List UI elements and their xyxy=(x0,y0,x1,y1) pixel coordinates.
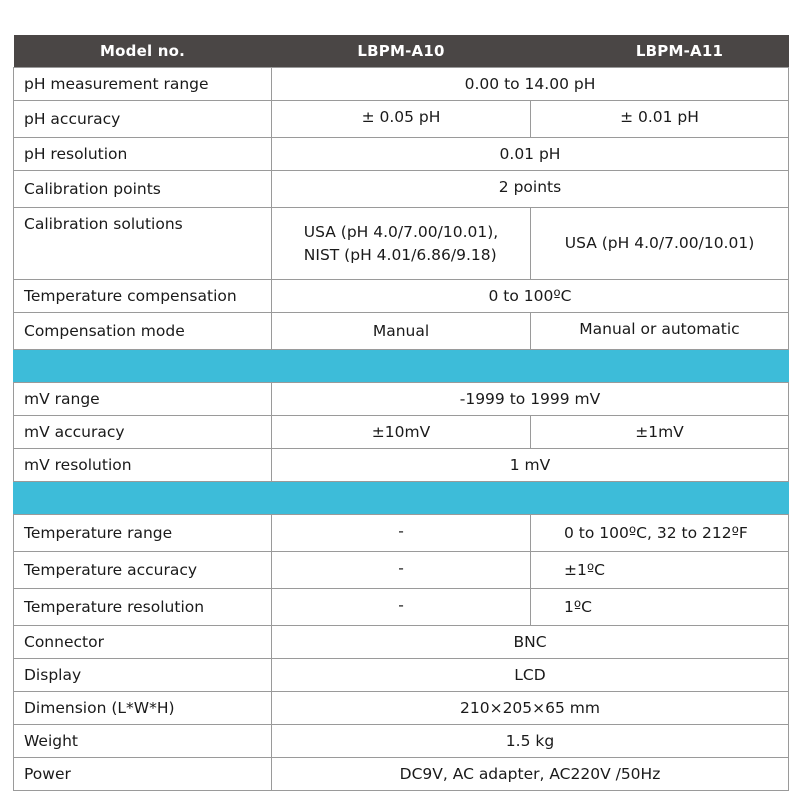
table-row: mV range -1999 to 1999 mV xyxy=(13,382,789,416)
table-row: Calibration points 2 points xyxy=(13,170,789,208)
row-value-a11: 0 to 100ºC, 32 to 212ºF xyxy=(530,514,789,552)
row-value-a10: ±10mV xyxy=(271,415,531,449)
row-value-a11: ±1mV xyxy=(530,415,789,449)
row-value: BNC xyxy=(271,625,789,659)
row-value-a10: ± 0.05 pH xyxy=(271,100,531,138)
section-band-cell xyxy=(13,349,789,383)
row-value-a10: - xyxy=(271,588,531,626)
row-label: mV accuracy xyxy=(13,415,272,449)
table-row: Dimension (L*W*H) 210×205×65 mm xyxy=(13,691,789,725)
row-label: Temperature range xyxy=(13,514,272,552)
calibration-solutions-a10-text: USA (pH 4.0/7.00/10.01), NIST (pH 4.01/6… xyxy=(303,223,499,264)
row-label: Temperature accuracy xyxy=(13,551,272,589)
row-label: Calibration points xyxy=(13,170,272,208)
section-divider-band xyxy=(13,481,789,515)
row-value: 0 to 100ºC xyxy=(271,279,789,313)
table-row: Power DC9V, AC adapter, AC220V /50Hz xyxy=(13,757,789,791)
row-label: pH accuracy xyxy=(13,100,272,138)
row-value: 2 points xyxy=(271,170,789,208)
row-value-a11: 1ºC xyxy=(530,588,789,626)
table-row: Temperature compensation 0 to 100ºC xyxy=(13,279,789,313)
table-row: mV accuracy ±10mV ±1mV xyxy=(13,415,789,449)
row-label: Display xyxy=(13,658,272,692)
table-row: Temperature resolution - 1ºC xyxy=(13,588,789,626)
row-label: mV resolution xyxy=(13,448,272,482)
section-band-cell xyxy=(13,481,789,515)
row-value: LCD xyxy=(271,658,789,692)
row-value-a10: Manual xyxy=(271,312,531,350)
row-value: 210×205×65 mm xyxy=(271,691,789,725)
row-value-a11: ±1ºC xyxy=(530,551,789,589)
table-row: pH resolution 0.01 pH xyxy=(13,137,789,171)
row-value: DC9V, AC adapter, AC220V /50Hz xyxy=(271,757,789,791)
row-label: pH measurement range xyxy=(13,67,272,101)
row-value: 1 mV xyxy=(271,448,789,482)
table-row: Compensation mode Manual Manual or autom… xyxy=(13,312,789,350)
row-label: Compensation mode xyxy=(13,312,272,350)
row-value: 0.01 pH xyxy=(271,137,789,171)
header-model-label: Model no. xyxy=(13,35,272,68)
table-row: mV resolution 1 mV xyxy=(13,448,789,482)
table-row: Temperature range - 0 to 100ºC, 32 to 21… xyxy=(13,514,789,552)
row-label: mV range xyxy=(13,382,272,416)
row-value-a10: - xyxy=(271,514,531,552)
table-row: Temperature accuracy - ±1ºC xyxy=(13,551,789,589)
row-value-a11: ± 0.01 pH xyxy=(530,100,789,138)
section-divider-band xyxy=(13,349,789,383)
row-label: Temperature compensation xyxy=(13,279,272,313)
spec-table: Model no. LBPM-A10 LBPM-A11 pH measureme… xyxy=(13,35,789,791)
header-row: Model no. LBPM-A10 LBPM-A11 xyxy=(13,35,789,68)
table-row: Calibration solutions USA (pH 4.0/7.00/1… xyxy=(13,207,789,280)
table-row: Weight 1.5 kg xyxy=(13,724,789,758)
table-row: pH accuracy ± 0.05 pH ± 0.01 pH xyxy=(13,100,789,138)
row-value-a10: USA (pH 4.0/7.00/10.01), NIST (pH 4.01/6… xyxy=(271,207,531,280)
row-value: 1.5 kg xyxy=(271,724,789,758)
row-label: Dimension (L*W*H) xyxy=(13,691,272,725)
header-model-a10: LBPM-A10 xyxy=(271,35,531,68)
table-row: Display LCD xyxy=(13,658,789,692)
row-label: Weight xyxy=(13,724,272,758)
row-value-a11: USA (pH 4.0/7.00/10.01) xyxy=(530,207,789,280)
row-label: Calibration solutions xyxy=(13,207,272,280)
row-label: Power xyxy=(13,757,272,791)
table-row: pH measurement range 0.00 to 14.00 pH xyxy=(13,67,789,101)
row-label: Connector xyxy=(13,625,272,659)
row-value: 0.00 to 14.00 pH xyxy=(271,67,789,101)
row-label: pH resolution xyxy=(13,137,272,171)
header-model-a11: LBPM-A11 xyxy=(530,35,789,68)
row-label: Temperature resolution xyxy=(13,588,272,626)
row-value-a11: Manual or automatic xyxy=(530,312,789,350)
row-value: -1999 to 1999 mV xyxy=(271,382,789,416)
table-row: Connector BNC xyxy=(13,625,789,659)
row-value-a10: - xyxy=(271,551,531,589)
